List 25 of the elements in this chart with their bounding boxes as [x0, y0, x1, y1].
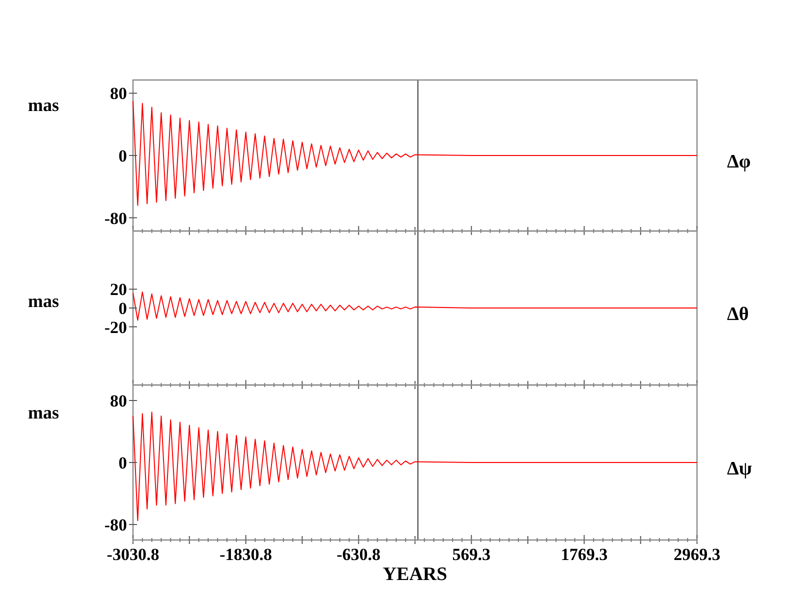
x-tick-label: -3030.8 — [106, 545, 160, 564]
y-tick-label: 0 — [118, 299, 127, 318]
y-tick-label: 0 — [118, 454, 127, 472]
series-label: Δφ — [727, 152, 751, 172]
y-axis-title: mas — [28, 95, 59, 116]
x-tick-label: 569.3 — [452, 545, 491, 564]
x-axis-title: YEARS — [382, 564, 448, 585]
y-tick-label: -80 — [104, 516, 127, 534]
y-tick-label: 80 — [110, 84, 127, 104]
series-label: Δθ — [727, 304, 749, 325]
x-tick-label: -630.8 — [336, 545, 381, 564]
line-series — [132, 100, 698, 206]
y-tick-label: -80 — [104, 208, 127, 228]
line-series — [132, 412, 698, 522]
x-tick-label: -1830.8 — [220, 545, 272, 564]
y-tick-label: -20 — [104, 318, 127, 337]
line-series — [132, 292, 698, 321]
series-label: Δψ — [727, 458, 752, 480]
y-tick-label: 20 — [110, 280, 127, 300]
y-tick-label: 80 — [110, 392, 127, 410]
y-axis-title: mas — [28, 291, 59, 312]
y-tick-label: 0 — [118, 146, 127, 166]
y-axis-title: mas — [28, 402, 59, 422]
x-tick-label: 2969.3 — [674, 545, 720, 564]
x-tick-label: 1769.3 — [560, 545, 608, 564]
